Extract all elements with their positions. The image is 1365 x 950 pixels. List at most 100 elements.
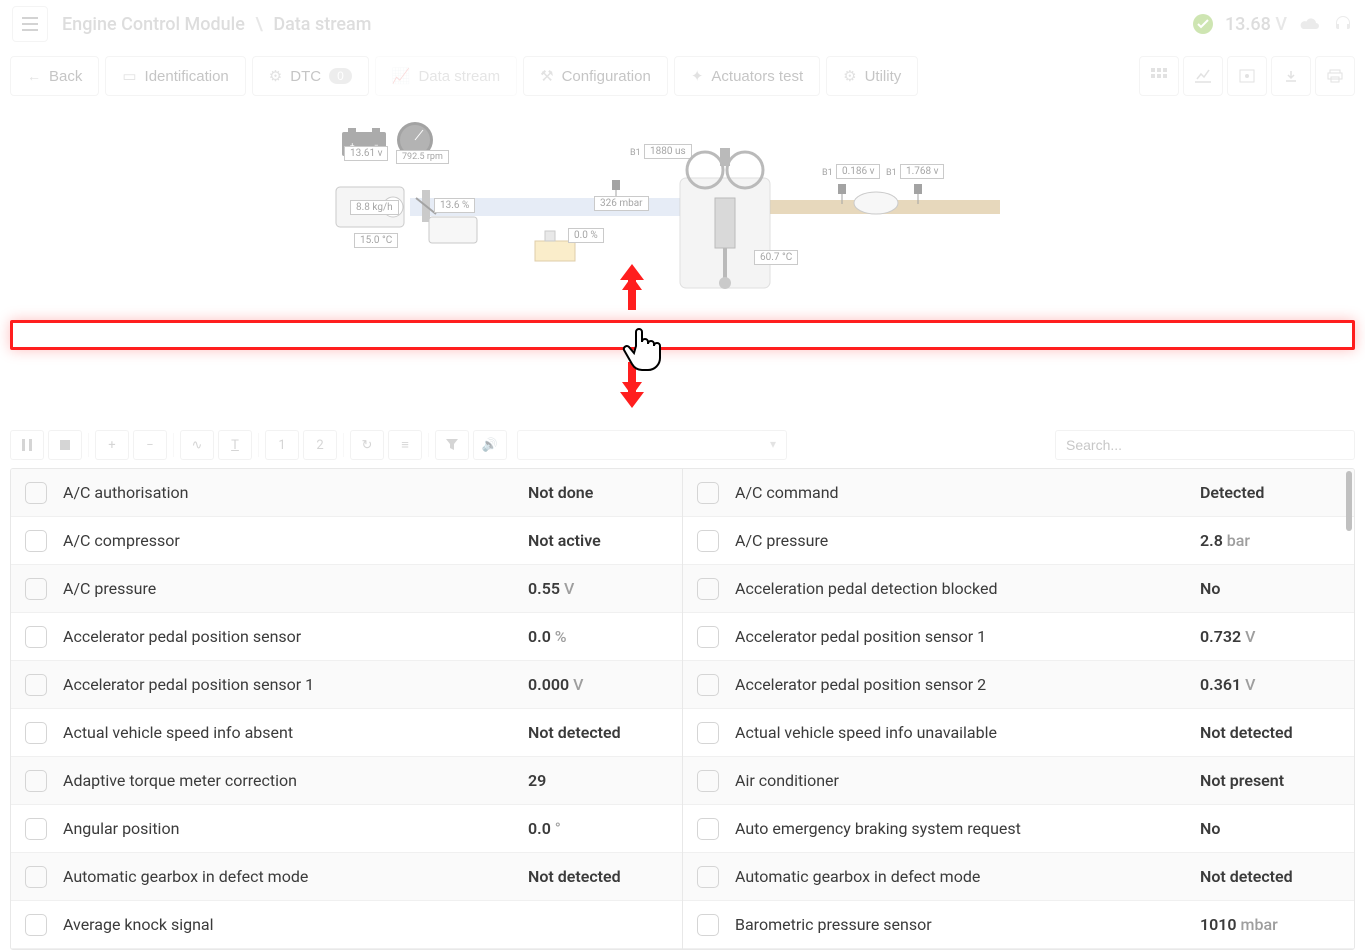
table-row: Accelerator pedal position sensor 10.000… xyxy=(11,661,682,709)
breadcrumb-main: Engine Control Module xyxy=(62,14,245,35)
row-checkbox[interactable] xyxy=(25,482,47,504)
drag-hand-icon xyxy=(618,318,674,374)
cloud-icon xyxy=(1299,16,1321,32)
row-value: Not detected xyxy=(528,867,668,886)
id-icon: ▭ xyxy=(122,67,136,85)
svg-text:+: + xyxy=(350,141,355,150)
export-button[interactable] xyxy=(1271,56,1311,96)
row-value: Not detected xyxy=(528,723,668,742)
resize-divider[interactable] xyxy=(10,320,1355,350)
row-unit: V xyxy=(569,675,583,694)
back-label: Back xyxy=(49,68,82,85)
tab-data-stream[interactable]: 📈 Data stream xyxy=(375,56,517,96)
row-checkbox[interactable] xyxy=(697,626,719,648)
row-checkbox[interactable] xyxy=(697,530,719,552)
injection-time-label: 1880 us xyxy=(644,144,692,159)
fuel-trim-label: 0.0 % xyxy=(568,228,604,243)
tab-dtc[interactable]: ⚙ DTC 0 xyxy=(252,56,369,96)
text-button[interactable]: T xyxy=(218,430,252,460)
row-checkbox[interactable] xyxy=(25,530,47,552)
table-row: Acceleration pedal detection blockedNo xyxy=(683,565,1354,613)
grid-view-button[interactable] xyxy=(1139,56,1179,96)
identification-label: Identification xyxy=(145,68,229,85)
row-checkbox[interactable] xyxy=(697,674,719,696)
sound-button[interactable]: 🔊 xyxy=(473,430,507,460)
row-value: Not present xyxy=(1200,771,1340,790)
column-1-button[interactable]: 1 xyxy=(265,430,299,460)
svg-text:−: − xyxy=(374,141,379,150)
table-row: Average knock signal xyxy=(11,901,682,949)
row-value: 0.732 V xyxy=(1200,627,1340,646)
row-value: 1010 mbar xyxy=(1200,915,1340,934)
table-row: Auto emergency braking system requestNo xyxy=(683,805,1354,853)
row-label: Accelerator pedal position sensor 1 xyxy=(735,627,1200,646)
row-checkbox[interactable] xyxy=(25,818,47,840)
exhaust-pipe xyxy=(770,200,1000,214)
chart-view-button[interactable] xyxy=(1183,56,1223,96)
headset-icon xyxy=(1333,14,1353,34)
filter-dropdown[interactable] xyxy=(517,430,787,460)
row-checkbox[interactable] xyxy=(25,578,47,600)
row-checkbox[interactable] xyxy=(697,866,719,888)
row-checkbox[interactable] xyxy=(25,914,47,936)
search-input[interactable] xyxy=(1055,430,1355,460)
row-unit: V xyxy=(560,579,574,598)
row-checkbox[interactable] xyxy=(697,722,719,744)
filter-button[interactable] xyxy=(435,430,469,460)
data-column-left: A/C authorisationNot doneA/C compressorN… xyxy=(11,469,683,949)
voltage-status: 13.68 V xyxy=(1225,14,1287,35)
tab-utility[interactable]: ⚙ Utility xyxy=(826,56,918,96)
menu-button[interactable] xyxy=(12,6,48,42)
row-checkbox[interactable] xyxy=(25,866,47,888)
row-checkbox[interactable] xyxy=(697,578,719,600)
row-label: Barometric pressure sensor xyxy=(735,915,1200,934)
arrow-left-icon: ← xyxy=(27,68,41,84)
row-checkbox[interactable] xyxy=(697,482,719,504)
row-checkbox[interactable] xyxy=(697,770,719,792)
list-button[interactable]: ≡ xyxy=(388,430,422,460)
row-checkbox[interactable] xyxy=(25,770,47,792)
scrollbar[interactable] xyxy=(1346,471,1352,531)
diagram-view-button[interactable] xyxy=(1227,56,1267,96)
row-value: No xyxy=(1200,579,1340,598)
column-2-button[interactable]: 2 xyxy=(303,430,337,460)
stop-button[interactable] xyxy=(48,430,82,460)
row-label: Actual vehicle speed info absent xyxy=(63,723,528,742)
table-row: A/C pressure2.8 bar xyxy=(683,517,1354,565)
table-row: Accelerator pedal position sensor 20.361… xyxy=(683,661,1354,709)
row-unit: mbar xyxy=(1237,915,1278,934)
light-icon: ✦ xyxy=(691,67,704,85)
row-value: Not done xyxy=(528,483,668,502)
remove-button[interactable]: − xyxy=(133,430,167,460)
row-checkbox[interactable] xyxy=(25,626,47,648)
row-value: No xyxy=(1200,819,1340,838)
tab-identification[interactable]: ▭ Identification xyxy=(105,56,245,96)
row-label: Adaptive torque meter correction xyxy=(63,771,528,790)
tachometer-shape xyxy=(395,120,435,160)
row-checkbox[interactable] xyxy=(697,818,719,840)
row-checkbox[interactable] xyxy=(25,674,47,696)
table-row: Automatic gearbox in defect modeNot dete… xyxy=(683,853,1354,901)
map-label: 326 mbar xyxy=(594,196,649,211)
tab-actuators[interactable]: ✦ Actuators test xyxy=(674,56,820,96)
hamburger-icon xyxy=(22,17,38,31)
back-button[interactable]: ← Back xyxy=(10,56,99,96)
row-unit: bar xyxy=(1223,531,1250,550)
map-sensor-shape xyxy=(608,180,624,198)
voltage-unit: V xyxy=(1275,14,1287,35)
status-check-icon xyxy=(1193,14,1213,34)
o2-2-prefix: B1 xyxy=(886,168,897,178)
print-button[interactable] xyxy=(1315,56,1355,96)
row-checkbox[interactable] xyxy=(697,914,719,936)
table-row: A/C commandDetected xyxy=(683,469,1354,517)
row-value: 0.000 V xyxy=(528,675,668,694)
refresh-button[interactable]: ↻ xyxy=(350,430,384,460)
add-button[interactable]: + xyxy=(95,430,129,460)
maf-shape xyxy=(335,186,405,228)
row-checkbox[interactable] xyxy=(25,722,47,744)
row-value: Not detected xyxy=(1200,867,1340,886)
row-value: 0.55 V xyxy=(528,579,668,598)
tab-configuration[interactable]: ⚒ Configuration xyxy=(523,56,668,96)
pause-button[interactable] xyxy=(10,430,44,460)
wave-button[interactable]: ∿ xyxy=(180,430,214,460)
